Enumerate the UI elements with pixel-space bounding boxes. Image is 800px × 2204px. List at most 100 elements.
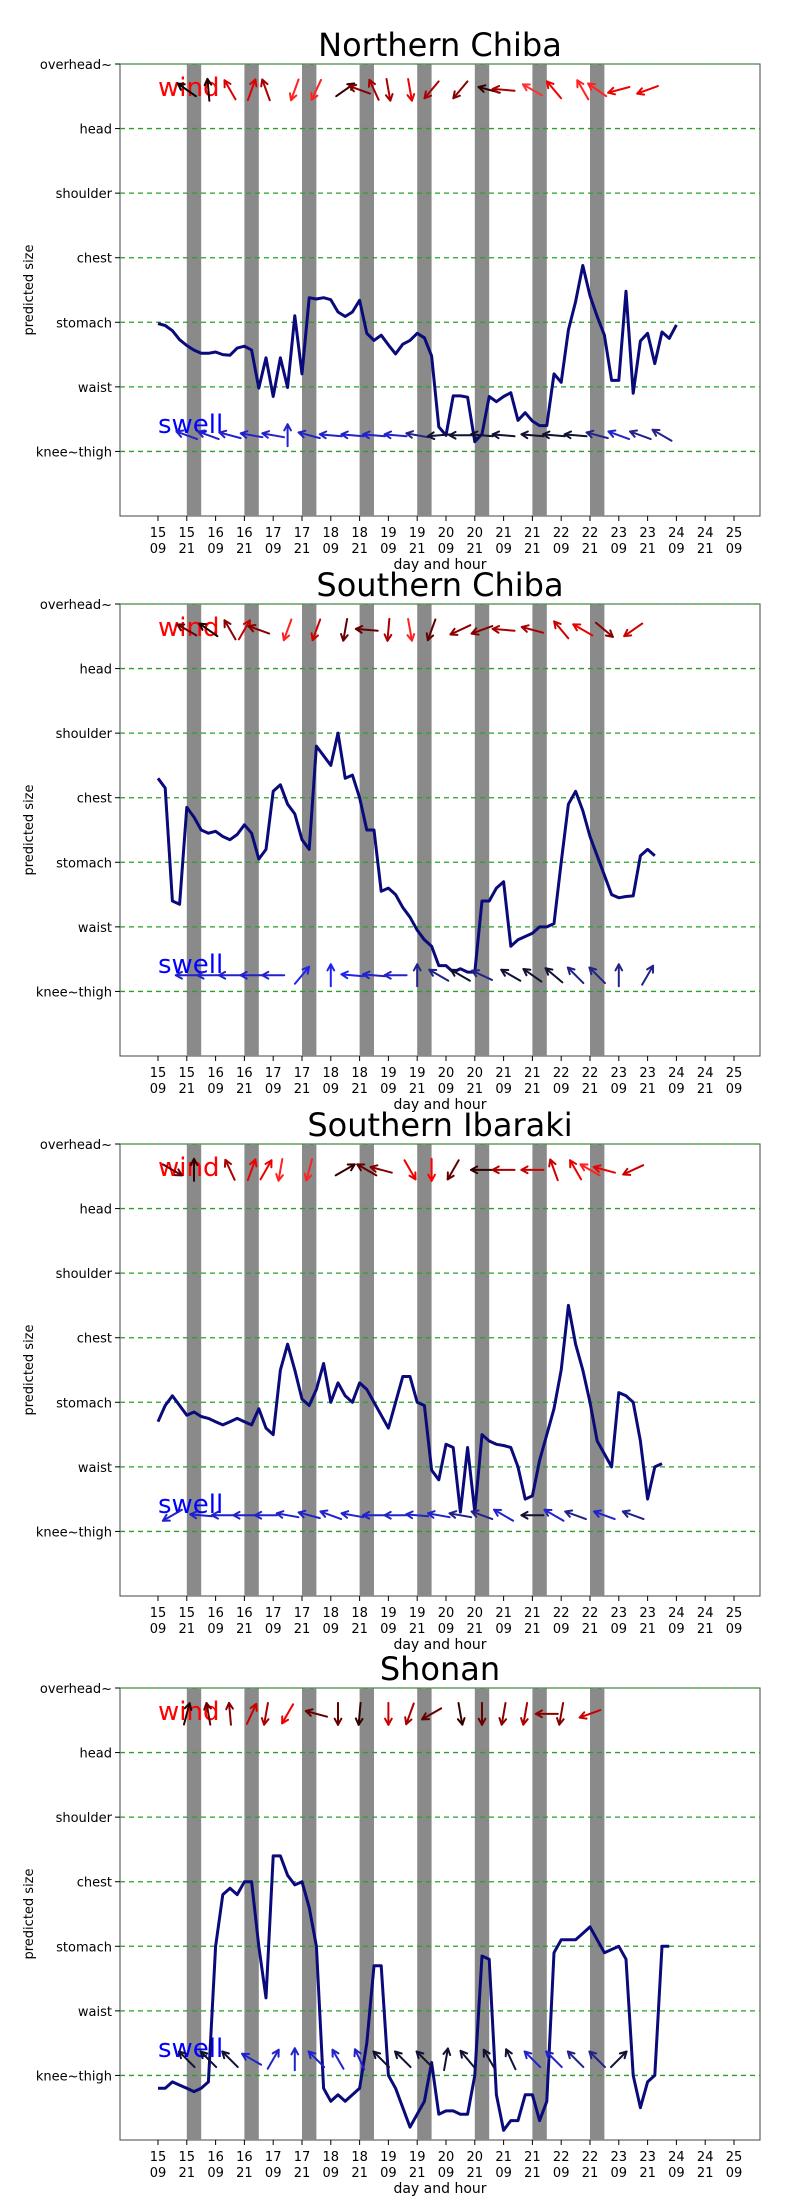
wind-arrow-head (176, 623, 186, 632)
x-tick-day: 23 (639, 1066, 656, 1081)
x-tick-day: 24 (697, 2150, 714, 2165)
x-tick-hour: 09 (495, 1082, 512, 1097)
y-tick-label: overhead~ (40, 1138, 112, 1153)
wind-arrow (623, 622, 644, 638)
wind-arrow-shaft (356, 1163, 378, 1177)
x-tick-day: 18 (351, 1066, 368, 1081)
wind-arrow-shaft (520, 625, 545, 634)
x-tick-hour: 09 (553, 1082, 570, 1097)
wind-arrow-head (520, 624, 530, 633)
swell-arrow-head (442, 2047, 452, 2057)
swell-arrow-shaft (449, 968, 471, 982)
night-band (244, 1688, 259, 2140)
swell-arrow-shaft (266, 2048, 280, 2070)
swell-arrow-head (426, 1510, 436, 1519)
wind-arrow-head (607, 86, 616, 96)
wind-arrow (383, 617, 393, 642)
wind-arrow-shaft (310, 78, 323, 101)
x-tick-hour: 09 (380, 542, 397, 557)
swell-arrow (178, 2050, 196, 2069)
y-tick-label: chest (77, 792, 112, 807)
wind-arrow-shaft (246, 1158, 257, 1182)
wind-arrow-shaft (549, 1158, 559, 1182)
wind-arrow (203, 77, 213, 102)
x-tick-day: 17 (294, 1606, 311, 1621)
x-tick-hour: 09 (495, 542, 512, 557)
swell-arrow-shaft (297, 431, 321, 440)
x-axis-label: day and hour (393, 2181, 486, 2197)
night-band (302, 1144, 317, 1596)
wind-arrow (569, 1159, 583, 1181)
wind-arrow-shaft (578, 1709, 602, 1719)
swell-arrow-shaft (319, 1510, 343, 1521)
wind-arrow-shaft (161, 1163, 183, 1177)
night-band (417, 1144, 432, 1596)
swell-arrow-head (254, 1510, 263, 1520)
x-tick-hour: 21 (697, 542, 714, 557)
swell-arrow-head (307, 2050, 317, 2060)
wind-arrow-shaft (592, 1165, 617, 1174)
swell-arrow-head (426, 431, 436, 441)
swell-arrow (545, 2050, 563, 2069)
wind-arrow-head (421, 1712, 431, 1721)
wind-arrow-shaft (282, 618, 293, 642)
wind-arrow (470, 1165, 494, 1175)
x-tick-hour: 09 (265, 2166, 282, 2181)
swell-arrow (326, 963, 336, 988)
swell-arrow-shaft (588, 2050, 606, 2069)
wind-arrow-head (572, 623, 582, 632)
x-tick-day: 18 (323, 1606, 340, 1621)
swell-arrow (651, 428, 673, 442)
swell-arrow-head (459, 2049, 469, 2059)
wind-arrow-shaft (403, 1159, 417, 1181)
x-tick-day: 23 (639, 526, 656, 541)
x-tick-day: 25 (726, 1066, 743, 1081)
swell-arrow-shaft (471, 969, 493, 981)
wind-arrow-shaft (558, 1701, 565, 1726)
swell-arrow (493, 1508, 515, 1522)
swell-arrow (563, 430, 588, 440)
x-tick-day: 20 (438, 1066, 455, 1081)
wind-arrow-head (406, 633, 416, 642)
wind-arrow (491, 1165, 516, 1175)
x-tick-day: 24 (668, 1606, 685, 1621)
night-band (359, 64, 374, 516)
wind-arrow-shaft (594, 621, 614, 638)
x-tick-day: 19 (380, 2150, 397, 2165)
x-tick-day: 23 (639, 2150, 656, 2165)
wind-arrow-shaft (259, 1159, 273, 1181)
wind-arrow (427, 1157, 436, 1182)
wind-arrow (176, 623, 198, 637)
x-tick-hour: 21 (236, 1622, 253, 1637)
swell-arrow-shaft (415, 2050, 434, 2069)
wind-arrow-head (470, 627, 480, 636)
x-tick-day: 24 (668, 2150, 685, 2165)
swell-arrow-head (607, 429, 617, 438)
swell-arrow-shaft (297, 1511, 321, 1520)
swell-arrow-head (178, 2050, 187, 2060)
swell-arrow-shaft (175, 430, 199, 441)
wind-arrow-head (348, 84, 358, 93)
swell-arrow (319, 1509, 343, 1521)
x-tick-day: 15 (150, 1066, 167, 1081)
x-tick-hour: 21 (467, 542, 484, 557)
x-tick-day: 23 (611, 2150, 628, 2165)
wind-arrow (223, 1158, 236, 1181)
swell-arrow-head (261, 430, 270, 439)
night-band (417, 64, 432, 516)
wind-arrow-shaft (261, 78, 271, 102)
wind-arrow (223, 79, 237, 101)
swell-arrow-shaft (610, 2050, 628, 2069)
swell-arrow-shaft (500, 968, 522, 982)
x-tick-hour: 21 (409, 2166, 426, 2181)
wind-arrow (348, 84, 371, 95)
x-tick-day: 21 (524, 1606, 541, 1621)
wind-arrow-head (592, 1164, 602, 1173)
swell-arrow (241, 2052, 263, 2066)
night-band (359, 1688, 374, 2140)
swell-arrow-shaft (607, 430, 631, 441)
swell-arrow-shaft (340, 433, 365, 438)
swell-arrow (283, 423, 292, 448)
wind-arrow-head (498, 1717, 508, 1726)
